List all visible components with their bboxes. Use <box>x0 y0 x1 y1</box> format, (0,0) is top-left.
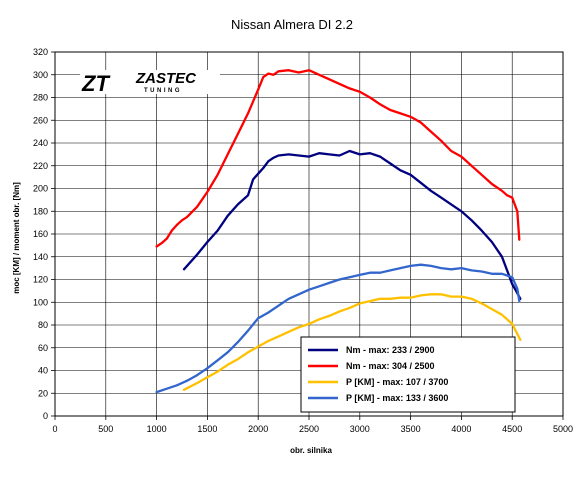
x-tick-label: 1000 <box>147 424 167 434</box>
y-tick-label: 20 <box>38 388 48 398</box>
y-tick-label: 300 <box>33 70 48 80</box>
x-tick-label: 4500 <box>502 424 522 434</box>
legend: Nm - max: 233 / 2900 Nm - max: 304 / 250… <box>300 336 516 413</box>
chart-title: Nissan Almera DI 2.2 <box>231 17 353 32</box>
y-tick-label: 280 <box>33 93 48 103</box>
y-tick-label: 320 <box>33 47 48 57</box>
x-tick-label: 2000 <box>248 424 268 434</box>
y-axis-label: moc [KM] / moment obr. [Nm] <box>12 182 21 294</box>
y-tick-label: 240 <box>33 138 48 148</box>
x-tick-label: 2500 <box>299 424 319 434</box>
y-tick-label: 60 <box>38 343 48 353</box>
x-axis-label: obr. silnika <box>290 446 332 455</box>
y-tick-label: 220 <box>33 161 48 171</box>
series-line-0 <box>182 149 522 300</box>
legend-entry-power-3700: P [KM] - max: 107 / 3700 <box>346 377 448 387</box>
logo-mark: ZT <box>81 71 110 96</box>
legend-entry-nm-2900: Nm - max: 233 / 2900 <box>346 345 435 355</box>
y-tick-label: 100 <box>33 297 48 307</box>
series-lines <box>155 69 522 394</box>
y-tick-label: 260 <box>33 115 48 125</box>
x-tick-label: 500 <box>98 424 113 434</box>
x-tick-label: 3000 <box>350 424 370 434</box>
x-tick-labels: 0 500 1000 1500 2000 2500 3000 3500 4000 4500 5000 <box>52 424 573 434</box>
y-tick-label: 120 <box>33 275 48 285</box>
legend-entry-power-3600: P [KM] - max: 133 / 3600 <box>346 393 448 403</box>
y-tick-label: 140 <box>33 252 48 262</box>
y-tick-label: 160 <box>33 229 48 239</box>
y-tick-label: 40 <box>38 366 48 376</box>
plot-area-border <box>54 51 564 417</box>
y-tick-label: 0 <box>43 411 48 421</box>
zastec-logo: ZT ZASTEC TUNING <box>80 70 220 96</box>
y-tick-label: 180 <box>33 206 48 216</box>
y-tick-labels: 0 20 40 60 80 100 120 140 160 180 200 220 240 260 280 3… <box>33 47 48 421</box>
x-tick-label: 0 <box>52 424 57 434</box>
x-tick-label: 4000 <box>451 424 471 434</box>
logo-sub: TUNING <box>144 88 182 94</box>
y-tick-label: 200 <box>33 184 48 194</box>
legend-entry-nm-2500: Nm - max: 304 / 2500 <box>346 361 435 371</box>
logo-name: ZASTEC <box>135 70 197 87</box>
y-tick-label: 80 <box>38 320 48 330</box>
x-tick-label: 1500 <box>197 424 217 434</box>
series-line-2 <box>182 293 522 391</box>
logo-background <box>80 70 220 94</box>
x-tick-label: 3500 <box>401 424 421 434</box>
x-tick-label: 5000 <box>553 424 573 434</box>
series-line-1 <box>155 69 521 248</box>
series-line-3 <box>155 263 521 394</box>
